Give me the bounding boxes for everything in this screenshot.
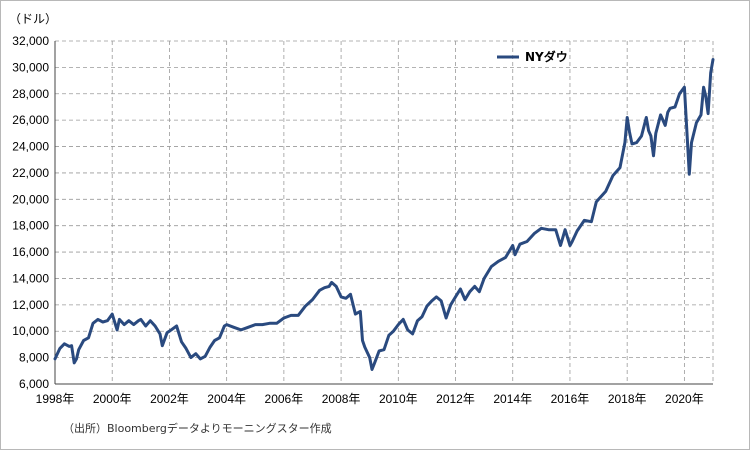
x-tick-label: 2000年 — [93, 392, 132, 406]
grid-lines — [55, 40, 714, 384]
x-tick-label: 2020年 — [665, 392, 704, 406]
y-tick-label: 10,000 — [12, 324, 49, 338]
y-tick-label: 6,000 — [19, 377, 49, 391]
y-axis-tick-labels: 6,000 8,000 10,000 12,000 14,000 16,000 18,000… — [12, 34, 49, 391]
y-tick-label: 18,000 — [12, 219, 49, 233]
series-layer — [53, 58, 715, 371]
legend: NYダウ — [497, 49, 568, 64]
x-tick-label: 2012年 — [436, 392, 475, 406]
series-line — [53, 58, 715, 371]
x-tick-label: 2002年 — [150, 392, 189, 406]
y-tick-label: 26,000 — [12, 113, 49, 127]
x-tick-label: 2008年 — [322, 392, 361, 406]
y-tick-label: 22,000 — [12, 166, 49, 180]
y-tick-label: 24,000 — [12, 140, 49, 154]
x-tick-label: 2004年 — [207, 392, 246, 406]
x-tick-label: 1998年 — [36, 392, 75, 406]
x-tick-label: 2016年 — [551, 392, 590, 406]
axes — [54, 41, 713, 385]
source-note: （出所）Bloombergデータよりモーニングスター作成 — [63, 421, 332, 435]
y-unit-label: （ドル） — [9, 12, 57, 26]
y-tick-label: 20,000 — [12, 192, 49, 206]
y-tick-label: 8,000 — [19, 351, 49, 365]
y-tick-label: 14,000 — [12, 271, 49, 285]
y-tick-label: 30,000 — [12, 60, 49, 74]
x-tick-label: 2010年 — [379, 392, 418, 406]
x-tick-label: 2006年 — [265, 392, 304, 406]
y-tick-label: 28,000 — [12, 87, 49, 101]
x-tick-label: 2014年 — [493, 392, 532, 406]
legend-label: NYダウ — [525, 49, 568, 64]
y-tick-label: 16,000 — [12, 245, 49, 259]
x-tick-label: 2018年 — [608, 392, 647, 406]
y-tick-label: 12,000 — [12, 298, 49, 312]
y-tick-label: 32,000 — [12, 34, 49, 48]
x-axis-tick-labels: 1998年 2000年 2002年 2004年 2006年 2008年 2010年 2012年… — [36, 392, 704, 406]
